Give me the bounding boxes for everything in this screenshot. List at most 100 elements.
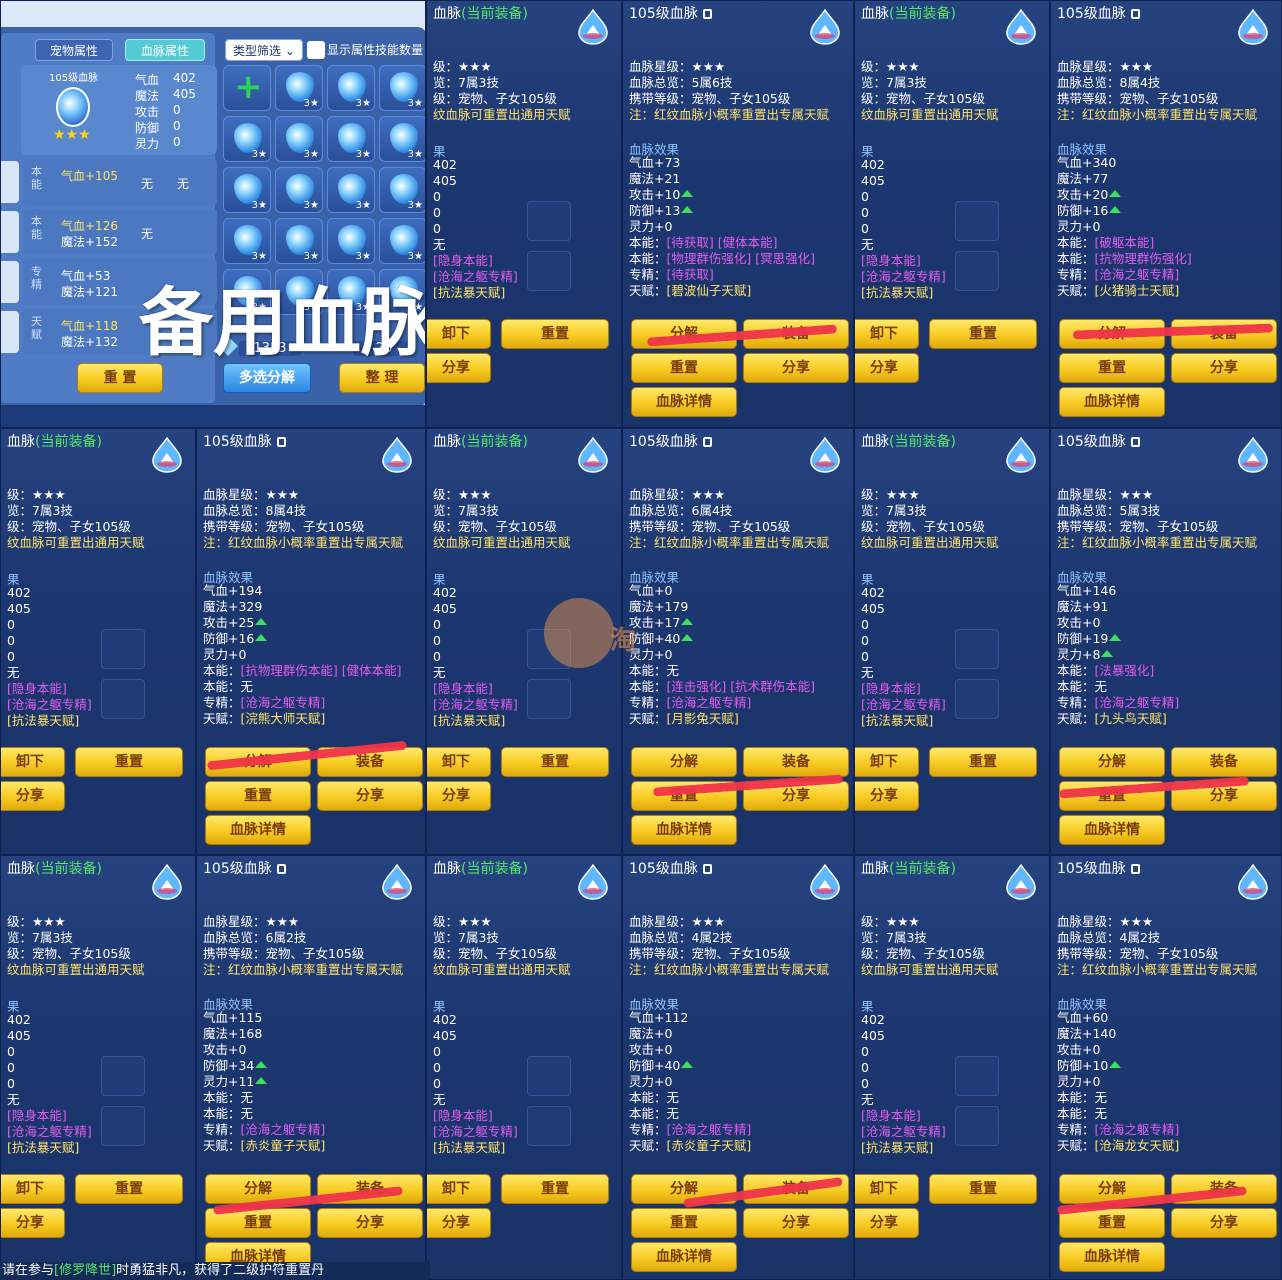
reset-button[interactable]: 重置: [929, 1174, 1037, 1204]
sort-button[interactable]: 整 理: [339, 363, 425, 393]
split-button[interactable]: 分解: [205, 1174, 311, 1204]
tab-pet-attr[interactable]: 宠物属性: [35, 39, 113, 61]
reset-button[interactable]: 重置: [929, 319, 1037, 349]
add-slot[interactable]: +: [223, 65, 271, 111]
share-button[interactable]: 分享: [1171, 353, 1277, 383]
share-button[interactable]: 分享: [427, 353, 491, 383]
unload-button[interactable]: 卸下: [427, 319, 491, 349]
equip-button[interactable]: 装备: [743, 747, 849, 777]
share-button[interactable]: 分享: [855, 1208, 919, 1238]
detail-button[interactable]: 血脉详情: [631, 815, 737, 845]
blood-slot[interactable]: 3★: [327, 167, 375, 213]
equip-button[interactable]: 装备: [1171, 1174, 1277, 1204]
split-button[interactable]: 分解: [631, 1174, 737, 1204]
share-button[interactable]: 分享: [427, 781, 491, 811]
share-button[interactable]: 分享: [743, 353, 849, 383]
reset-button[interactable]: 重置: [1059, 353, 1165, 383]
unload-button[interactable]: 卸下: [855, 1174, 919, 1204]
lock-icon[interactable]: [702, 864, 712, 874]
lock-icon[interactable]: [1130, 9, 1140, 19]
blood-slot[interactable]: 3★: [327, 269, 375, 315]
blood-slot[interactable]: 3★: [223, 269, 271, 315]
detail-button[interactable]: 血脉详情: [1059, 815, 1165, 845]
equip-button[interactable]: 装备: [743, 1174, 849, 1204]
blood-slot[interactable]: 3★: [379, 65, 425, 111]
lock-icon[interactable]: [276, 437, 286, 447]
panel-title: 105级血脉: [1057, 858, 1140, 878]
bottom-strip: [1, 405, 425, 427]
reset-button[interactable]: 重置: [205, 781, 311, 811]
equip-button[interactable]: 装备: [743, 319, 849, 349]
detail-button[interactable]: 血脉详情: [631, 1242, 737, 1272]
unload-button[interactable]: 卸下: [427, 747, 491, 777]
reset-button[interactable]: 重置: [501, 1174, 609, 1204]
blood-slot[interactable]: 3★: [327, 65, 375, 111]
reset-button[interactable]: 重置: [631, 353, 737, 383]
unload-button[interactable]: 卸下: [855, 747, 919, 777]
reset-button[interactable]: 重置: [929, 747, 1037, 777]
blood-slot[interactable]: 3★: [379, 269, 425, 315]
detail-button[interactable]: 血脉详情: [1059, 387, 1165, 417]
lock-icon[interactable]: [276, 864, 286, 874]
equip-button[interactable]: 装备: [317, 1174, 423, 1204]
blood-slot[interactable]: 3★: [327, 116, 375, 162]
share-button[interactable]: 分享: [743, 781, 849, 811]
blood-slot[interactable]: 3★: [275, 218, 323, 264]
share-button[interactable]: 分享: [1, 781, 65, 811]
blood-slot[interactable]: 3★: [327, 218, 375, 264]
lock-icon[interactable]: [702, 437, 712, 447]
reset-button[interactable]: 重置: [1059, 1208, 1165, 1238]
reset-button[interactable]: 重置: [631, 781, 737, 811]
split-button[interactable]: 分解: [1059, 319, 1165, 349]
reset-button[interactable]: 重置: [205, 1208, 311, 1238]
blood-slot[interactable]: 3★: [275, 65, 323, 111]
blood-slot[interactable]: 3★: [379, 218, 425, 264]
reset-button[interactable]: 重 置: [77, 363, 163, 393]
blood-slot[interactable]: 3★: [275, 167, 323, 213]
unload-button[interactable]: 卸下: [427, 1174, 491, 1204]
blood-slot[interactable]: 3★: [223, 167, 271, 213]
unload-button[interactable]: 卸下: [1, 1174, 65, 1204]
lock-icon[interactable]: [1130, 864, 1140, 874]
share-button[interactable]: 分享: [317, 781, 423, 811]
unload-button[interactable]: 卸下: [1, 747, 65, 777]
lock-icon[interactable]: [702, 9, 712, 19]
blood-slot[interactable]: 3★: [379, 116, 425, 162]
tab-blood-attr[interactable]: 血脉属性: [125, 39, 205, 61]
detail-button[interactable]: 血脉详情: [631, 387, 737, 417]
split-button[interactable]: 分解: [631, 747, 737, 777]
share-button[interactable]: 分享: [1171, 1208, 1277, 1238]
split-button[interactable]: 分解: [205, 747, 311, 777]
detail-button[interactable]: 血脉详情: [1059, 1242, 1165, 1272]
share-button[interactable]: 分享: [317, 1208, 423, 1238]
share-button[interactable]: 分享: [427, 1208, 491, 1238]
reset-button[interactable]: 重置: [501, 747, 609, 777]
equip-button[interactable]: 装备: [1171, 747, 1277, 777]
share-button[interactable]: 分享: [855, 781, 919, 811]
split-button[interactable]: 分解: [631, 319, 737, 349]
reset-button[interactable]: 重置: [75, 747, 183, 777]
show-skill-checkbox[interactable]: [307, 41, 325, 59]
reset-button[interactable]: 重置: [631, 1208, 737, 1238]
blood-slot[interactable]: 3★: [223, 218, 271, 264]
share-button[interactable]: 分享: [1171, 781, 1277, 811]
split-button[interactable]: 分解: [1059, 747, 1165, 777]
reset-button[interactable]: 重置: [501, 319, 609, 349]
blood-slot[interactable]: 3★: [275, 269, 323, 315]
reset-button[interactable]: 重置: [75, 1174, 183, 1204]
blood-slot[interactable]: 3★: [379, 167, 425, 213]
type-filter-dropdown[interactable]: 类型筛选 ⌄: [225, 39, 303, 61]
lock-icon[interactable]: [1130, 437, 1140, 447]
multi-split-button[interactable]: 多选分解: [223, 363, 311, 393]
reset-button[interactable]: 重置: [1059, 781, 1165, 811]
share-button[interactable]: 分享: [855, 353, 919, 383]
detail-button[interactable]: 血脉详情: [205, 815, 311, 845]
equip-button[interactable]: 装备: [317, 747, 423, 777]
equip-button[interactable]: 装备: [1171, 319, 1277, 349]
blood-slot[interactable]: 3★: [223, 116, 271, 162]
share-button[interactable]: 分享: [743, 1208, 849, 1238]
split-button[interactable]: 分解: [1059, 1174, 1165, 1204]
blood-slot[interactable]: 3★: [275, 116, 323, 162]
share-button[interactable]: 分享: [1, 1208, 65, 1238]
unload-button[interactable]: 卸下: [855, 319, 919, 349]
